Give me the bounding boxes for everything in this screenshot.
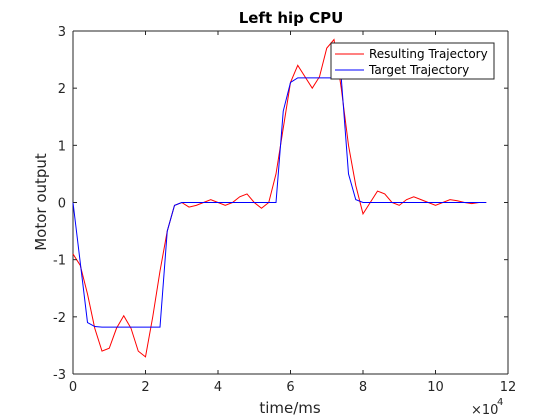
- y-tick-label: 3: [58, 25, 66, 40]
- x-tick-label: 4: [214, 380, 222, 395]
- x-ticks: 0 2 4 6 8 10 12: [69, 31, 516, 395]
- series-group: [72, 38, 487, 358]
- series-line-target-trajectory: [72, 77, 487, 328]
- y-tick-label: 0: [58, 197, 66, 212]
- y-tick-label: 2: [58, 82, 66, 97]
- chart-title: Left hip CPU: [239, 9, 344, 27]
- x-tick-label: 2: [141, 380, 149, 395]
- legend-label-target: Target Trajectory: [368, 63, 469, 77]
- x-exponent-base: ×10: [471, 403, 498, 418]
- y-tick-label: -2: [53, 311, 66, 326]
- y-tick-label: 1: [58, 139, 66, 154]
- x-tick-label: 0: [69, 380, 77, 395]
- legend-box: [330, 42, 495, 80]
- y-axis-label: Motor output: [32, 153, 50, 251]
- legend-label-resulting: Resulting Trajectory: [369, 47, 488, 61]
- x-tick-label: 12: [500, 380, 517, 395]
- x-tick-label: 10: [427, 380, 444, 395]
- x-axis-label: time/ms: [259, 399, 321, 417]
- series-line-resulting-trajectory: [72, 38, 487, 358]
- y-tick-label: -3: [53, 368, 66, 383]
- legend: Resulting Trajectory Target Trajectory: [330, 42, 495, 80]
- x-tick-label: 6: [286, 380, 294, 395]
- y-ticks: -3 -2 -1 0 1 2 3: [53, 25, 508, 383]
- y-tick-label: -1: [53, 254, 66, 269]
- x-axis-exponent: ×10 4: [471, 397, 503, 418]
- x-exponent-power: 4: [497, 397, 503, 408]
- x-tick-label: 8: [359, 380, 367, 395]
